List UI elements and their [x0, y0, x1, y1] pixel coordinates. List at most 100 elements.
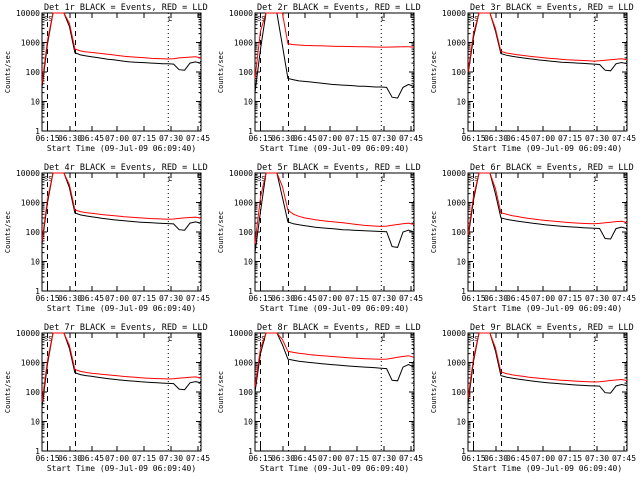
y-axis-label: Counts/sec: [217, 371, 225, 413]
y-tick-label: 1000: [234, 359, 253, 368]
y-tick-label: 100: [452, 68, 467, 77]
panel-title: Det 7r BLACK = Events, RED = LLD: [44, 323, 208, 333]
marker-label-ss: SS: [44, 335, 52, 343]
y-tick-label: 1000: [447, 39, 466, 48]
x-axis-label: Start Time (09-Jul-09 06:09:40): [473, 464, 622, 473]
y-tick-label: 100: [26, 388, 41, 397]
x-tick-label: 07:15: [132, 134, 156, 143]
detector-panel-1: Det 1r BLACK = Events, RED = LLD 1 10 100 10…: [4, 3, 210, 153]
y-tick-label: 10000: [442, 329, 466, 338]
marker-label-l: L: [594, 15, 598, 23]
x-tick-label: 06:30: [484, 134, 508, 143]
plot-frame: [254, 12, 415, 132]
y-tick-label: 100: [26, 228, 41, 237]
x-tick-label: 07:15: [558, 454, 582, 463]
y-tick-label: 1: [35, 127, 40, 136]
x-tick-label: 06:30: [484, 294, 508, 303]
x-tick-label: 06:30: [271, 134, 295, 143]
y-tick-label: 1000: [21, 359, 40, 368]
series-lld-line: [254, 12, 415, 79]
marker-label-ss: SS: [470, 175, 478, 183]
series-lld-line: [254, 172, 415, 244]
y-tick-label: 1: [35, 287, 40, 296]
x-tick-label: 06:45: [293, 134, 317, 143]
detector-panel-9: Det 9r BLACK = Events, RED = LLD 1 10 100 10…: [430, 323, 636, 473]
x-tick-label: 07:45: [399, 294, 423, 303]
y-tick-label: 100: [452, 388, 467, 397]
x-axis-label: Start Time (09-Jul-09 06:09:40): [260, 144, 409, 153]
x-tick-label: 07:45: [612, 454, 636, 463]
x-tick-label: 07:30: [585, 294, 609, 303]
series-lld-line: [254, 332, 415, 387]
y-tick-label: 1000: [447, 199, 466, 208]
y-tick-label: 10: [30, 418, 40, 427]
plot-frame: [467, 172, 628, 292]
x-tick-label: 06:15: [461, 134, 485, 143]
series-lld-line: [467, 332, 628, 399]
series-events-line: [467, 172, 628, 240]
y-tick-label: 1000: [234, 39, 253, 48]
x-tick-label: 06:15: [461, 454, 485, 463]
x-tick-label: 06:45: [506, 454, 530, 463]
detector-panel-8: Det 8r BLACK = Events, RED = LLD 1 10 100 10…: [217, 323, 423, 473]
x-tick-label: 06:45: [506, 134, 530, 143]
y-axis-label: Counts/sec: [4, 211, 12, 253]
panel-title: Det 4r BLACK = Events, RED = LLD: [44, 163, 208, 173]
x-tick-label: 07:00: [531, 134, 555, 143]
x-axis-label: Start Time (09-Jul-09 06:09:40): [260, 304, 409, 313]
x-tick-label: 06:15: [248, 294, 272, 303]
y-tick-label: 100: [239, 228, 254, 237]
y-tick-label: 1000: [21, 39, 40, 48]
y-tick-label: 100: [26, 68, 41, 77]
marker-label-l: L: [381, 335, 385, 343]
y-tick-label: 1: [461, 287, 466, 296]
y-tick-label: 100: [452, 228, 467, 237]
x-tick-label: 07:30: [585, 134, 609, 143]
x-tick-label: 06:15: [461, 294, 485, 303]
marker-label-ss: SS: [44, 15, 52, 23]
x-tick-label: 06:15: [248, 134, 272, 143]
x-tick-label: 06:45: [293, 294, 317, 303]
panel-title: Det 3r BLACK = Events, RED = LLD: [470, 3, 634, 13]
x-tick-label: 07:00: [105, 294, 129, 303]
series-lld-line: [41, 172, 202, 241]
plot-frame: [41, 172, 202, 292]
y-tick-label: 100: [239, 388, 254, 397]
x-tick-label: 06:30: [58, 134, 82, 143]
marker-label-ss: SS: [44, 175, 52, 183]
y-tick-label: 10000: [442, 9, 466, 18]
y-tick-label: 10: [30, 258, 40, 267]
x-tick-label: 07:15: [132, 454, 156, 463]
y-tick-label: 10: [243, 98, 253, 107]
series-events-line: [254, 172, 415, 253]
detector-panel-6: Det 6r BLACK = Events, RED = LLD 1 10 100 10…: [430, 163, 636, 313]
x-tick-label: 07:15: [345, 294, 369, 303]
y-tick-label: 10: [243, 258, 253, 267]
x-tick-label: 07:15: [345, 134, 369, 143]
marker-label-ss: SS: [257, 15, 265, 23]
detector-panel-5: Det 5r BLACK = Events, RED = LLD 1 10 100 10…: [217, 163, 423, 313]
x-tick-label: 07:45: [186, 454, 210, 463]
x-tick-label: 07:30: [372, 454, 396, 463]
series-events-line: [467, 332, 628, 404]
x-tick-label: 06:45: [80, 454, 104, 463]
marker-label-ss: SS: [470, 15, 478, 23]
detector-panel-7: Det 7r BLACK = Events, RED = LLD 1 10 100 10…: [4, 323, 210, 473]
x-tick-label: 07:00: [318, 134, 342, 143]
plot-frame: [254, 332, 415, 452]
x-tick-label: 06:15: [248, 454, 272, 463]
y-tick-label: 10000: [229, 329, 253, 338]
x-axis-label: Start Time (09-Jul-09 06:09:40): [473, 304, 622, 313]
panel-title: Det 1r BLACK = Events, RED = LLD: [44, 3, 208, 13]
series-lld-line: [467, 12, 628, 73]
y-tick-label: 10: [30, 98, 40, 107]
series-events-line: [41, 332, 202, 408]
x-tick-label: 07:00: [531, 294, 555, 303]
y-tick-label: 1: [35, 447, 40, 456]
x-tick-label: 07:00: [105, 454, 129, 463]
plot-frame: [254, 172, 415, 292]
series-lld-line: [41, 12, 202, 84]
x-tick-label: 06:30: [58, 294, 82, 303]
x-tick-label: 07:30: [159, 454, 183, 463]
